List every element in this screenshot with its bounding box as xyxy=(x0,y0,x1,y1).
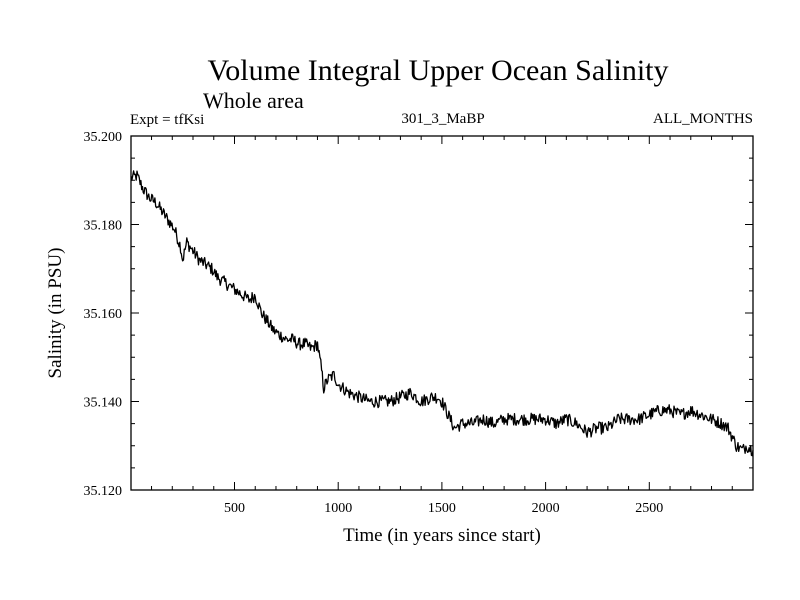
y-tick-label: 35.140 xyxy=(84,396,123,411)
y-tick-label: 35.200 xyxy=(84,130,123,145)
y-tick-label: 35.180 xyxy=(84,219,123,234)
y-axis-ticks: 35.120 35.140 35.160 35.180 35.200 xyxy=(84,130,753,499)
expt-label: Expt = tfKsi xyxy=(130,112,204,128)
y-tick-label: 35.120 xyxy=(84,484,123,499)
plot-frame xyxy=(130,135,754,491)
x-tick-label: 1500 xyxy=(428,501,456,516)
salinity-series-line xyxy=(130,170,754,457)
x-tick-label: 2000 xyxy=(532,501,560,516)
y-tick-label: 35.160 xyxy=(84,307,123,322)
x-tick-label: 500 xyxy=(224,501,245,516)
y-axis-label: Salinity (in PSU) xyxy=(45,248,66,379)
run-label: 301_3_MaBP xyxy=(401,111,484,127)
x-tick-label: 2500 xyxy=(635,501,663,516)
chart-subtitle: Whole area xyxy=(203,88,304,113)
months-label: ALL_MONTHS xyxy=(653,111,753,127)
x-axis-label: Time (in years since start) xyxy=(343,525,541,546)
x-axis-ticks: 500 1000 1500 2000 2500 xyxy=(151,136,733,516)
chart-title: Volume Integral Upper Ocean Salinity xyxy=(208,54,669,87)
x-tick-label: 1000 xyxy=(324,501,352,516)
